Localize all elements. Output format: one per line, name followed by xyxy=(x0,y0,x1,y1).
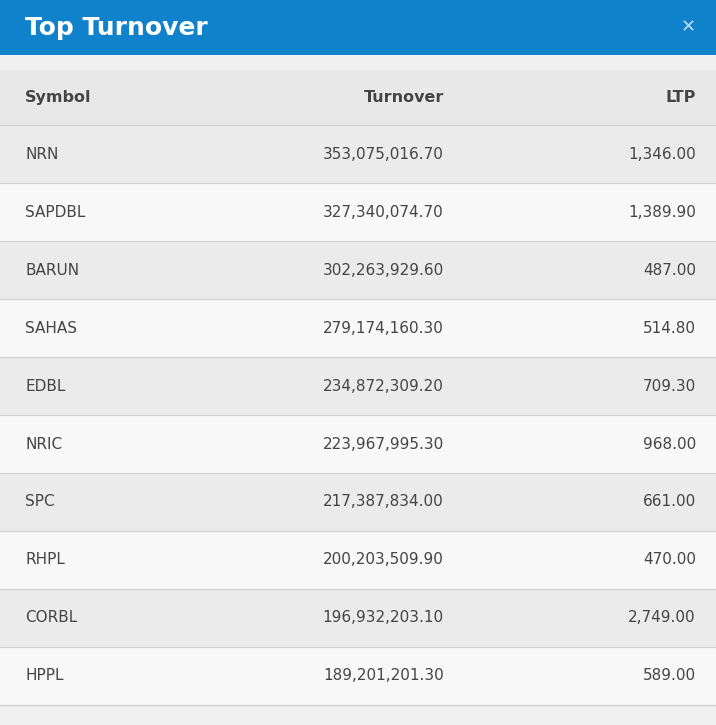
Text: SAHAS: SAHAS xyxy=(25,320,77,336)
Text: 661.00: 661.00 xyxy=(643,494,696,510)
Bar xyxy=(0,0,716,55)
Bar xyxy=(0,415,716,473)
Text: 327,340,074.70: 327,340,074.70 xyxy=(323,204,444,220)
Bar xyxy=(0,125,716,183)
Text: SAPDBL: SAPDBL xyxy=(25,204,85,220)
Bar xyxy=(0,299,716,357)
Text: 589.00: 589.00 xyxy=(643,668,696,684)
Bar xyxy=(0,473,716,531)
Text: 217,387,834.00: 217,387,834.00 xyxy=(323,494,444,510)
Text: 189,201,201.30: 189,201,201.30 xyxy=(323,668,444,684)
Text: 470.00: 470.00 xyxy=(643,552,696,568)
Text: CORBL: CORBL xyxy=(25,610,77,626)
Bar xyxy=(0,183,716,241)
Text: Top Turnover: Top Turnover xyxy=(25,15,208,39)
Text: BARUN: BARUN xyxy=(25,262,79,278)
Bar xyxy=(0,357,716,415)
Bar xyxy=(0,241,716,299)
Text: Turnover: Turnover xyxy=(364,90,444,105)
Text: 200,203,509.90: 200,203,509.90 xyxy=(323,552,444,568)
Text: 279,174,160.30: 279,174,160.30 xyxy=(323,320,444,336)
Text: Symbol: Symbol xyxy=(25,90,92,105)
Text: SPC: SPC xyxy=(25,494,54,510)
Bar xyxy=(0,647,716,705)
Text: 1,389.90: 1,389.90 xyxy=(628,204,696,220)
Bar xyxy=(0,55,716,70)
Text: NRN: NRN xyxy=(25,146,59,162)
Bar xyxy=(0,531,716,589)
Text: RHPL: RHPL xyxy=(25,552,65,568)
Text: 353,075,016.70: 353,075,016.70 xyxy=(323,146,444,162)
Text: 487.00: 487.00 xyxy=(643,262,696,278)
Text: 2,749.00: 2,749.00 xyxy=(629,610,696,626)
Text: 223,967,995.30: 223,967,995.30 xyxy=(323,436,444,452)
Text: ✕: ✕ xyxy=(681,19,696,36)
Bar xyxy=(0,589,716,647)
Text: 196,932,203.10: 196,932,203.10 xyxy=(323,610,444,626)
Text: HPPL: HPPL xyxy=(25,668,64,684)
Text: 234,872,309.20: 234,872,309.20 xyxy=(323,378,444,394)
Bar xyxy=(0,70,716,125)
Text: 709.30: 709.30 xyxy=(643,378,696,394)
Text: NRIC: NRIC xyxy=(25,436,62,452)
Text: 302,263,929.60: 302,263,929.60 xyxy=(323,262,444,278)
Text: 968.00: 968.00 xyxy=(643,436,696,452)
Text: 1,346.00: 1,346.00 xyxy=(628,146,696,162)
Text: 514.80: 514.80 xyxy=(643,320,696,336)
Text: LTP: LTP xyxy=(666,90,696,105)
Text: EDBL: EDBL xyxy=(25,378,65,394)
Bar xyxy=(0,705,716,725)
